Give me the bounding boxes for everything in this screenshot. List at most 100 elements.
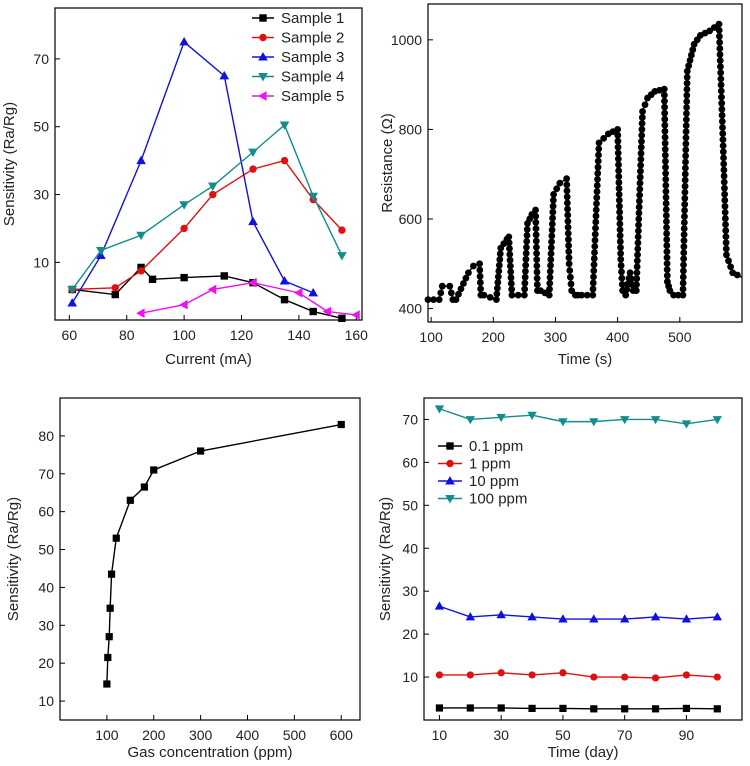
- data-point: [197, 447, 205, 455]
- x-tick-label: 500: [283, 727, 307, 743]
- data-point: [496, 413, 506, 423]
- data-point: [279, 121, 290, 130]
- y-tick-label: 800: [399, 121, 423, 137]
- y-tick-label: 30: [38, 617, 54, 633]
- data-point: [662, 157, 669, 165]
- data-point: [679, 279, 687, 287]
- data-point: [592, 218, 600, 226]
- data-point: [546, 268, 554, 275]
- x-tick-label: 80: [119, 327, 135, 343]
- data-point: [523, 232, 531, 239]
- data-point: [660, 85, 668, 93]
- data-point: [67, 285, 78, 295]
- data-point: [495, 267, 503, 275]
- data-point: [633, 257, 641, 265]
- data-point: [522, 249, 530, 257]
- data-point: [351, 310, 360, 320]
- x-tick-label: 70: [617, 727, 633, 743]
- data-point: [681, 188, 689, 196]
- data-point: [719, 142, 727, 150]
- data-point: [549, 214, 556, 222]
- data-point: [622, 291, 630, 299]
- data-point: [507, 268, 515, 276]
- series-line: [71, 123, 343, 290]
- data-point: [682, 146, 690, 154]
- data-point: [662, 181, 670, 189]
- y-tick-label: 60: [38, 504, 54, 520]
- x-axis-label: Time (day): [547, 744, 618, 761]
- data-point: [180, 273, 188, 282]
- data-point: [663, 272, 671, 280]
- y-tick-label: 10: [33, 254, 49, 270]
- data-point: [615, 190, 623, 198]
- data-point: [466, 671, 474, 679]
- data-point: [637, 143, 645, 151]
- data-point: [558, 614, 568, 623]
- data-point: [520, 291, 528, 299]
- series-line: [140, 281, 357, 316]
- x-tick-label: 200: [482, 329, 506, 345]
- data-point: [136, 155, 146, 165]
- data-point: [682, 158, 689, 166]
- data-point: [663, 230, 671, 237]
- data-point: [663, 236, 671, 243]
- data-point: [682, 122, 690, 130]
- data-point: [179, 36, 189, 46]
- data-point: [594, 169, 602, 177]
- series-line: [72, 159, 343, 291]
- data-point: [670, 291, 678, 299]
- data-point: [721, 202, 729, 210]
- y-tick-label: 1000: [391, 32, 422, 48]
- series-line: [439, 672, 718, 679]
- data-point: [662, 206, 670, 213]
- data-point: [248, 148, 258, 158]
- data-point: [465, 416, 475, 425]
- data-point: [547, 262, 554, 269]
- data-point: [722, 221, 729, 228]
- data-point: [689, 46, 697, 54]
- data-point: [634, 239, 642, 247]
- data-point: [686, 57, 694, 64]
- data-point: [712, 612, 722, 621]
- data-point: [533, 256, 541, 264]
- data-point: [594, 175, 601, 183]
- data-point: [619, 614, 630, 623]
- data-point: [725, 257, 732, 265]
- data-point: [633, 275, 641, 283]
- data-point: [663, 242, 671, 249]
- data-point: [568, 287, 576, 295]
- data-point: [548, 226, 556, 234]
- data-point: [476, 260, 484, 268]
- data-point: [636, 191, 644, 199]
- legend-marker: [445, 476, 455, 485]
- data-point: [532, 219, 540, 226]
- x-tick-label: 90: [679, 727, 695, 743]
- data-point: [496, 256, 504, 263]
- data-point: [496, 610, 506, 619]
- series-line: [428, 22, 743, 301]
- data-point: [486, 293, 494, 301]
- data-point: [565, 260, 573, 268]
- y-tick-label: 50: [33, 119, 49, 135]
- data-point: [651, 705, 660, 713]
- data-point: [680, 231, 688, 239]
- y-tick-label: 70: [38, 466, 54, 482]
- data-point: [593, 182, 601, 189]
- data-point: [615, 161, 622, 169]
- data-point: [590, 673, 598, 681]
- y-tick-label: 600: [399, 211, 423, 227]
- data-point: [438, 282, 446, 290]
- data-point: [661, 151, 669, 159]
- data-point: [497, 669, 505, 677]
- data-point: [593, 200, 600, 208]
- data-point: [716, 51, 724, 58]
- x-axis-label: Gas concentration (ppm): [127, 744, 292, 761]
- data-point: [546, 285, 553, 293]
- data-point: [179, 201, 189, 210]
- data-point: [614, 126, 622, 133]
- data-point: [682, 671, 691, 679]
- data-point: [616, 226, 624, 234]
- data-point: [683, 91, 691, 99]
- data-point: [550, 190, 557, 198]
